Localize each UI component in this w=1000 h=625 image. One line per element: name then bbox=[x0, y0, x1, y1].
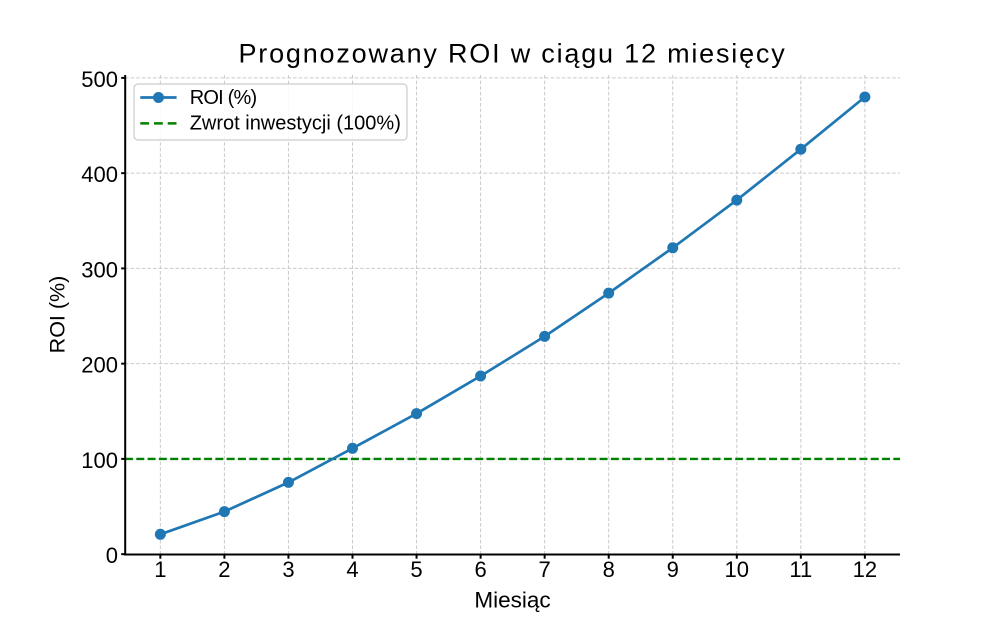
svg-text:Prognozowany ROI w ciągu 12 mi: Prognozowany ROI w ciągu 12 miesięcy bbox=[238, 39, 786, 69]
svg-text:5: 5 bbox=[410, 557, 422, 582]
svg-text:3: 3 bbox=[282, 557, 294, 582]
svg-text:0: 0 bbox=[106, 543, 118, 568]
svg-text:10: 10 bbox=[725, 557, 749, 582]
svg-text:Zwrot inwestycji (100%): Zwrot inwestycji (100%) bbox=[190, 113, 401, 135]
svg-text:Miesiąc: Miesiąc bbox=[474, 587, 550, 612]
svg-text:500: 500 bbox=[81, 67, 118, 92]
svg-text:4: 4 bbox=[346, 557, 358, 582]
svg-text:2: 2 bbox=[218, 557, 230, 582]
svg-text:200: 200 bbox=[81, 353, 118, 378]
svg-text:8: 8 bbox=[603, 557, 615, 582]
svg-text:100: 100 bbox=[81, 448, 118, 473]
svg-text:9: 9 bbox=[667, 557, 679, 582]
svg-text:ROI (%): ROI (%) bbox=[46, 276, 70, 354]
svg-text:7: 7 bbox=[539, 557, 551, 582]
svg-text:1: 1 bbox=[154, 557, 166, 582]
svg-text:400: 400 bbox=[81, 162, 118, 187]
svg-text:6: 6 bbox=[474, 557, 486, 582]
svg-text:11: 11 bbox=[789, 557, 812, 582]
svg-text:300: 300 bbox=[81, 257, 118, 282]
svg-text:ROI (%): ROI (%) bbox=[190, 87, 257, 109]
svg-text:12: 12 bbox=[853, 557, 877, 582]
